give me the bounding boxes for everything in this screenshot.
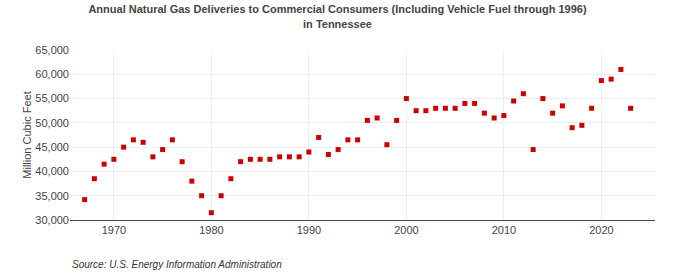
svg-text:60,000: 60,000: [35, 68, 69, 80]
svg-text:2010: 2010: [492, 224, 516, 236]
svg-text:45,000: 45,000: [35, 141, 69, 153]
svg-text:40,000: 40,000: [35, 165, 69, 177]
svg-text:55,000: 55,000: [35, 92, 69, 104]
svg-text:50,000: 50,000: [35, 117, 69, 129]
svg-text:Source: U.S. Energy Informatio: Source: U.S. Energy Information Administ…: [72, 259, 282, 270]
svg-text:2000: 2000: [394, 224, 418, 236]
svg-text:30,000: 30,000: [35, 214, 69, 226]
svg-text:Million Cubic Feet: Million Cubic Feet: [21, 91, 33, 178]
svg-text:65,000: 65,000: [35, 44, 69, 56]
svg-text:Annual Natural Gas Deliveries: Annual Natural Gas Deliveries to Commerc…: [88, 3, 587, 29]
svg-text:2020: 2020: [589, 224, 613, 236]
svg-text:1980: 1980: [199, 224, 223, 236]
svg-text:1990: 1990: [297, 224, 321, 236]
svg-text:1970: 1970: [102, 224, 126, 236]
svg-text:35,000: 35,000: [35, 190, 69, 202]
